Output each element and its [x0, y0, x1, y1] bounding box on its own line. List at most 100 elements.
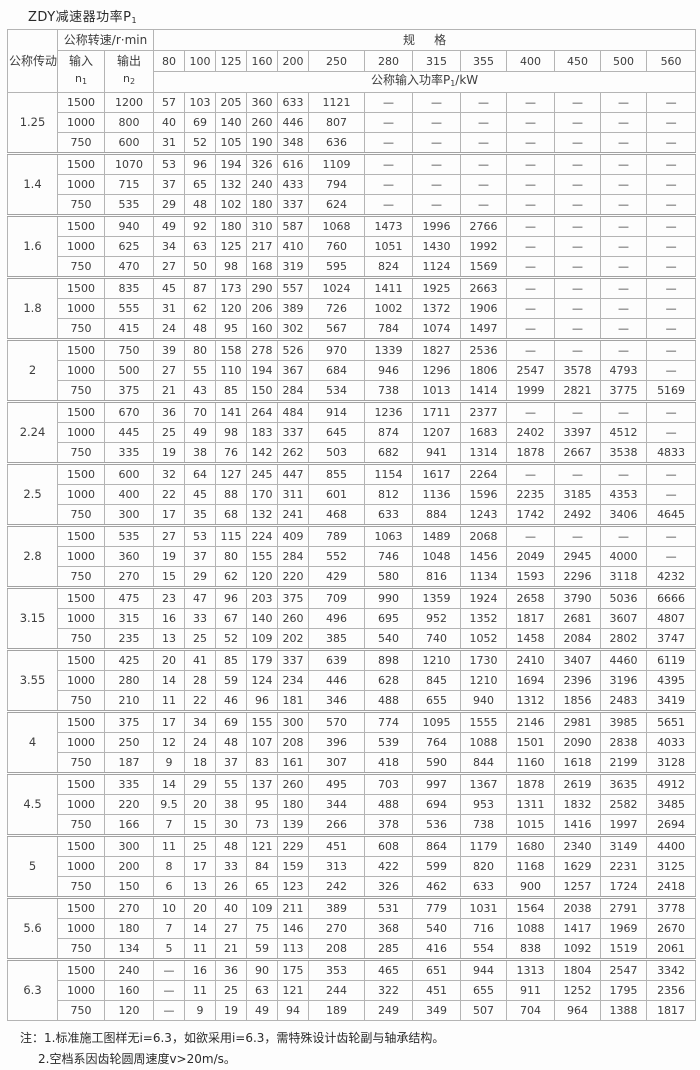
power-value-cell: —	[646, 236, 697, 257]
input-speed-cell: 1500	[57, 772, 105, 795]
power-value-cell: 1002	[364, 298, 414, 319]
output-speed-cell: 120	[103, 1000, 155, 1021]
output-speed-cell: 134	[103, 938, 155, 960]
power-value-cell: 349	[412, 1000, 462, 1021]
power-value-cell: 898	[364, 648, 414, 671]
power-value-cell: 590	[412, 752, 462, 774]
power-value-cell: 30	[215, 814, 248, 836]
power-value-cell: 911	[506, 980, 556, 1001]
power-value-cell: 990	[364, 586, 414, 609]
power-value-cell: 1711	[412, 400, 462, 423]
power-value-cell: 234	[277, 670, 310, 691]
power-value-cell: 1013	[412, 380, 462, 402]
power-value-cell: 47	[184, 586, 217, 609]
power-value-cell: 31	[153, 132, 186, 154]
power-value-cell: 17	[184, 856, 217, 877]
input-speed-cell: 1500	[57, 338, 105, 361]
power-value-cell: —	[646, 194, 697, 216]
table-row: 6.3 1500 240—16 36 90 175 353 465 651 944 1313 1804…	[7, 958, 697, 1021]
power-value-cell: 62	[215, 566, 248, 588]
power-value-cell: 416	[412, 938, 462, 960]
power-value-cell: 2356	[646, 980, 697, 1001]
note-1-text: 1.标准施工图样无i=6.3，如欲采用i=6.3，需特殊设计齿轮副与轴承结构。	[44, 1031, 445, 1045]
power-value-cell: 45	[184, 484, 217, 505]
power-value-cell: 2821	[554, 380, 602, 402]
power-value-cell: 121	[277, 980, 310, 1001]
power-value-cell: 28	[184, 670, 217, 691]
power-value-cell: 1817	[506, 608, 556, 629]
table-row: 750 600 31 52 105 190 348 636— — — — — — —	[8, 132, 697, 154]
power-value-cell: 539	[364, 732, 414, 753]
power-value-cell: 31	[153, 298, 186, 319]
power-value-cell: 1617	[412, 462, 462, 485]
power-value-cell: 20	[184, 896, 217, 919]
output-speed-cell: 235	[103, 628, 155, 650]
power-value-cell: 55	[184, 360, 217, 381]
power-value-cell: 1878	[506, 442, 556, 464]
power-value-cell: 180	[277, 794, 310, 815]
power-value-cell: 633	[277, 92, 310, 113]
power-value-cell: 2231	[600, 856, 648, 877]
power-value-cell: 953	[460, 794, 508, 815]
power-value-cell: 794	[308, 174, 366, 195]
table-row: 2.8 1500 535 27 53 115 224 409 789 1063 1489 2068— —…	[7, 524, 697, 588]
input-speed-cell: 750	[57, 690, 105, 712]
power-value-cell: 27	[153, 256, 186, 278]
power-value-cell: 241	[277, 504, 310, 526]
power-value-cell: 284	[277, 380, 310, 402]
power-value-cell: 2670	[646, 918, 697, 939]
power-value-cell: 132	[246, 504, 279, 526]
table-row: 4 1500 375 17 34 69 155 300 570 774 1095 1555 2146 29…	[7, 710, 697, 774]
table-row: 1000 200 8 17 33 84 159 313 422 599 820 1168 1629 223…	[8, 856, 697, 877]
power-value-cell: 1683	[460, 422, 508, 443]
power-value-cell: —	[506, 132, 556, 154]
power-value-cell: —	[554, 256, 602, 278]
power-value-cell: 1312	[506, 690, 556, 712]
power-value-cell: 161	[277, 752, 310, 774]
power-value-cell: 307	[308, 752, 366, 774]
power-value-cell: 2340	[554, 834, 602, 857]
power-value-cell: 855	[308, 462, 366, 485]
power-value-cell: 1252	[554, 980, 602, 1001]
power-value-cell: 3607	[600, 608, 648, 629]
power-value-cell: 884	[412, 504, 462, 526]
power-value-cell: —	[646, 276, 697, 299]
power-value-cell: 21	[215, 938, 248, 960]
table-row: 1.4 1500 1070 53 96 194 326 616 1109— — — — — — —	[7, 152, 697, 216]
power-value-cell: 23	[153, 586, 186, 609]
power-value-cell: 651	[412, 958, 462, 981]
power-value-cell: 368	[364, 918, 414, 939]
power-value-cell: 249	[364, 1000, 414, 1021]
input-speed-cell: 750	[57, 256, 105, 278]
power-value-cell: 179	[246, 648, 279, 671]
power-value-cell: —	[153, 958, 186, 981]
power-value-cell: —	[646, 318, 697, 340]
power-value-cell: 322	[364, 980, 414, 1001]
table-row: 750 375 21 43 85 150 284 534 738 1013 1414 1999 2821…	[8, 380, 697, 402]
input-speed-cell: 750	[57, 628, 105, 650]
power-value-cell: 554	[460, 938, 508, 960]
power-value-cell: 1618	[554, 752, 602, 774]
table-row: 750 335 19 38 76 142 262 503 682 941 1314 1878 2667 3…	[8, 442, 697, 464]
power-value-cell: 1160	[506, 752, 556, 774]
power-value-cell: 495	[308, 772, 366, 795]
power-value-cell: 3342	[646, 958, 697, 981]
power-value-cell: 49	[184, 422, 217, 443]
power-value-cell: 389	[308, 896, 366, 919]
power-value-cell: —	[646, 112, 697, 133]
power-value-cell: —	[646, 92, 697, 113]
input-speed-cell: 750	[57, 194, 105, 216]
power-value-cell: 1804	[554, 958, 602, 981]
power-value-cell: —	[412, 132, 462, 154]
power-value-cell: —	[646, 298, 697, 319]
power-value-cell: —	[600, 256, 648, 278]
power-value-cell: 429	[308, 566, 366, 588]
notes: 注：1.标准施工图样无i=6.3，如欲采用i=6.3，需特殊设计齿轮副与轴承结构…	[20, 1028, 700, 1070]
input-speed-cell: 1000	[57, 236, 105, 257]
output-speed-cell: 470	[103, 256, 155, 278]
input-speed-cell: 1500	[57, 896, 105, 919]
power-value-cell: 655	[460, 980, 508, 1001]
power-value-cell: 4807	[646, 608, 697, 629]
power-value-cell: 760	[308, 236, 366, 257]
power-value-cell: —	[600, 174, 648, 195]
